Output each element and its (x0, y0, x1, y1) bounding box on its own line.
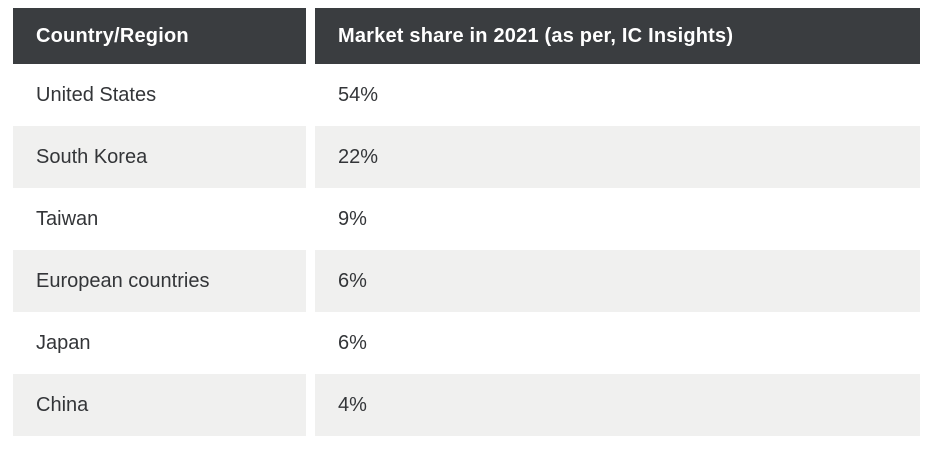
country-cell: Japan (13, 312, 306, 374)
table-row: Japan 6% (13, 312, 920, 374)
share-cell: 9% (315, 188, 920, 250)
share-cell: 6% (315, 312, 920, 374)
country-cell: China (13, 374, 306, 436)
country-cell: United States (13, 64, 306, 126)
share-cell: 4% (315, 374, 920, 436)
country-cell: European countries (13, 250, 306, 312)
share-cell: 54% (315, 64, 920, 126)
country-cell: South Korea (13, 126, 306, 188)
market-share-table: Country/Region Market share in 2021 (as … (13, 8, 920, 436)
table-row: China 4% (13, 374, 920, 436)
header-cell-country: Country/Region (13, 8, 306, 64)
share-cell: 22% (315, 126, 920, 188)
table-row: South Korea 22% (13, 126, 920, 188)
table-row: Taiwan 9% (13, 188, 920, 250)
header-cell-market-share: Market share in 2021 (as per, IC Insight… (315, 8, 920, 64)
table-row: European countries 6% (13, 250, 920, 312)
share-cell: 6% (315, 250, 920, 312)
country-cell: Taiwan (13, 188, 306, 250)
table-header-row: Country/Region Market share in 2021 (as … (13, 8, 920, 64)
table-row: United States 54% (13, 64, 920, 126)
